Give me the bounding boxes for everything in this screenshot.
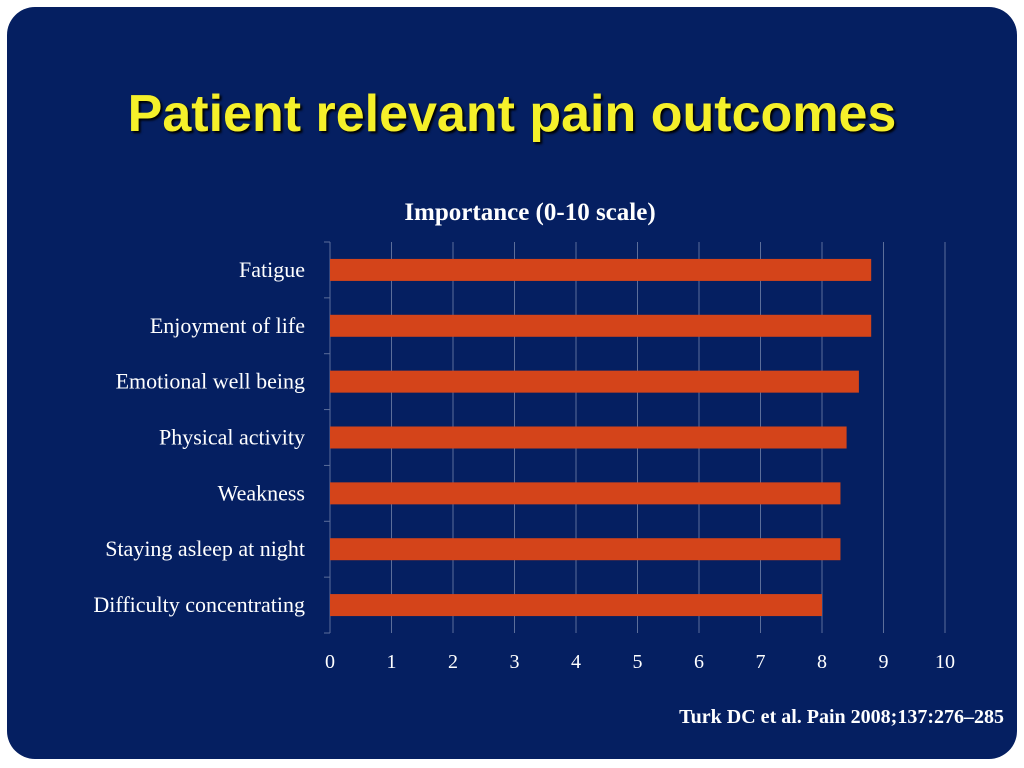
- x-tick-label: 7: [756, 651, 766, 673]
- category-labels: Fatigue Enjoyment of life Emotional well b…: [93, 257, 305, 617]
- slide-title: Patient relevant pain outcomes: [127, 85, 897, 143]
- bars: [330, 258, 872, 617]
- x-tick-label: 6: [694, 651, 704, 673]
- bar: [330, 538, 841, 561]
- x-tick-label: 5: [633, 651, 643, 673]
- category-label: Weakness: [218, 480, 305, 505]
- x-tick-label: 2: [448, 651, 458, 673]
- category-label: Fatigue: [239, 257, 305, 282]
- x-tick-label: 8: [817, 651, 827, 673]
- axes: [324, 241, 331, 634]
- category-label: Difficulty concentrating: [93, 592, 305, 617]
- x-tick-label: 1: [387, 651, 397, 673]
- chart-title: Importance (0-10 scale): [404, 199, 656, 226]
- x-tick-label: 0: [325, 651, 335, 673]
- x-tick-label: 9: [879, 651, 889, 673]
- citation: Turk DC et al. Pain 2008;137:276–285: [679, 706, 1004, 728]
- bar: [330, 594, 822, 617]
- x-tick-label: 10: [935, 651, 955, 673]
- x-tick-label: 3: [510, 651, 520, 673]
- category-label: Enjoyment of life: [150, 313, 305, 338]
- bar: [330, 482, 841, 505]
- bar: [330, 314, 872, 337]
- bar: [330, 370, 859, 393]
- category-label: Staying asleep at night: [105, 536, 305, 561]
- x-tick-label: 4: [571, 651, 581, 673]
- category-label: Physical activity: [159, 425, 305, 450]
- bar: [330, 258, 872, 281]
- x-tick-labels: 0 1 2 3 4 5 6 7 8 9 10: [325, 651, 955, 673]
- bar: [330, 426, 847, 449]
- category-label: Emotional well being: [116, 369, 305, 394]
